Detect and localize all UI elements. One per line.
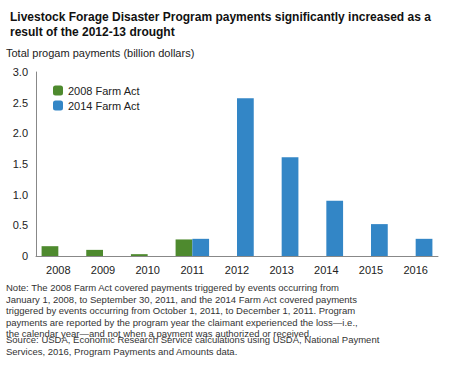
svg-text:2013: 2013 [269, 264, 293, 276]
svg-text:2010: 2010 [135, 264, 159, 276]
svg-text:Note: The 2008 Farm Act covere: Note: The 2008 Farm Act covered payments… [6, 282, 342, 293]
svg-text:Services, 2016, Program Paymen: Services, 2016, Program Payments and Amo… [6, 346, 237, 357]
svg-text:payments are reported by the p: payments are reported by the program yea… [6, 317, 360, 328]
svg-text:2.5: 2.5 [13, 97, 28, 109]
svg-text:2.0: 2.0 [13, 127, 28, 139]
svg-text:January 1, 2008, to September: January 1, 2008, to September 30, 2011, … [6, 294, 360, 305]
svg-text:2009: 2009 [91, 264, 115, 276]
svg-text:1.5: 1.5 [13, 158, 28, 170]
svg-text:0: 0 [22, 250, 28, 262]
svg-text:3.0: 3.0 [13, 66, 28, 78]
svg-text:2011: 2011 [181, 264, 205, 276]
svg-text:2008: 2008 [46, 264, 70, 276]
svg-text:1.0: 1.0 [13, 189, 28, 201]
svg-text:2008 Farm Act: 2008 Farm Act [68, 85, 140, 97]
svg-text:triggered by events occurring: triggered by events occurring from Octob… [6, 305, 358, 316]
svg-text:2015: 2015 [359, 264, 383, 276]
svg-text:result of the 2012-13 drought: result of the 2012-13 drought [10, 25, 175, 39]
svg-text:Livestock Forage Disaster Prog: Livestock Forage Disaster Program paymen… [10, 10, 434, 24]
svg-text:2014 Farm Act: 2014 Farm Act [68, 100, 140, 112]
svg-text:Source: USDA, Economic Researc: Source: USDA, Economic Research Service … [6, 334, 382, 345]
svg-text:2014: 2014 [314, 264, 338, 276]
svg-text:2012: 2012 [225, 264, 249, 276]
svg-text:2016: 2016 [403, 264, 427, 276]
svg-text:Total progam payments (billion: Total progam payments (billion dollars) [6, 47, 194, 59]
svg-text:0.5: 0.5 [13, 219, 28, 231]
